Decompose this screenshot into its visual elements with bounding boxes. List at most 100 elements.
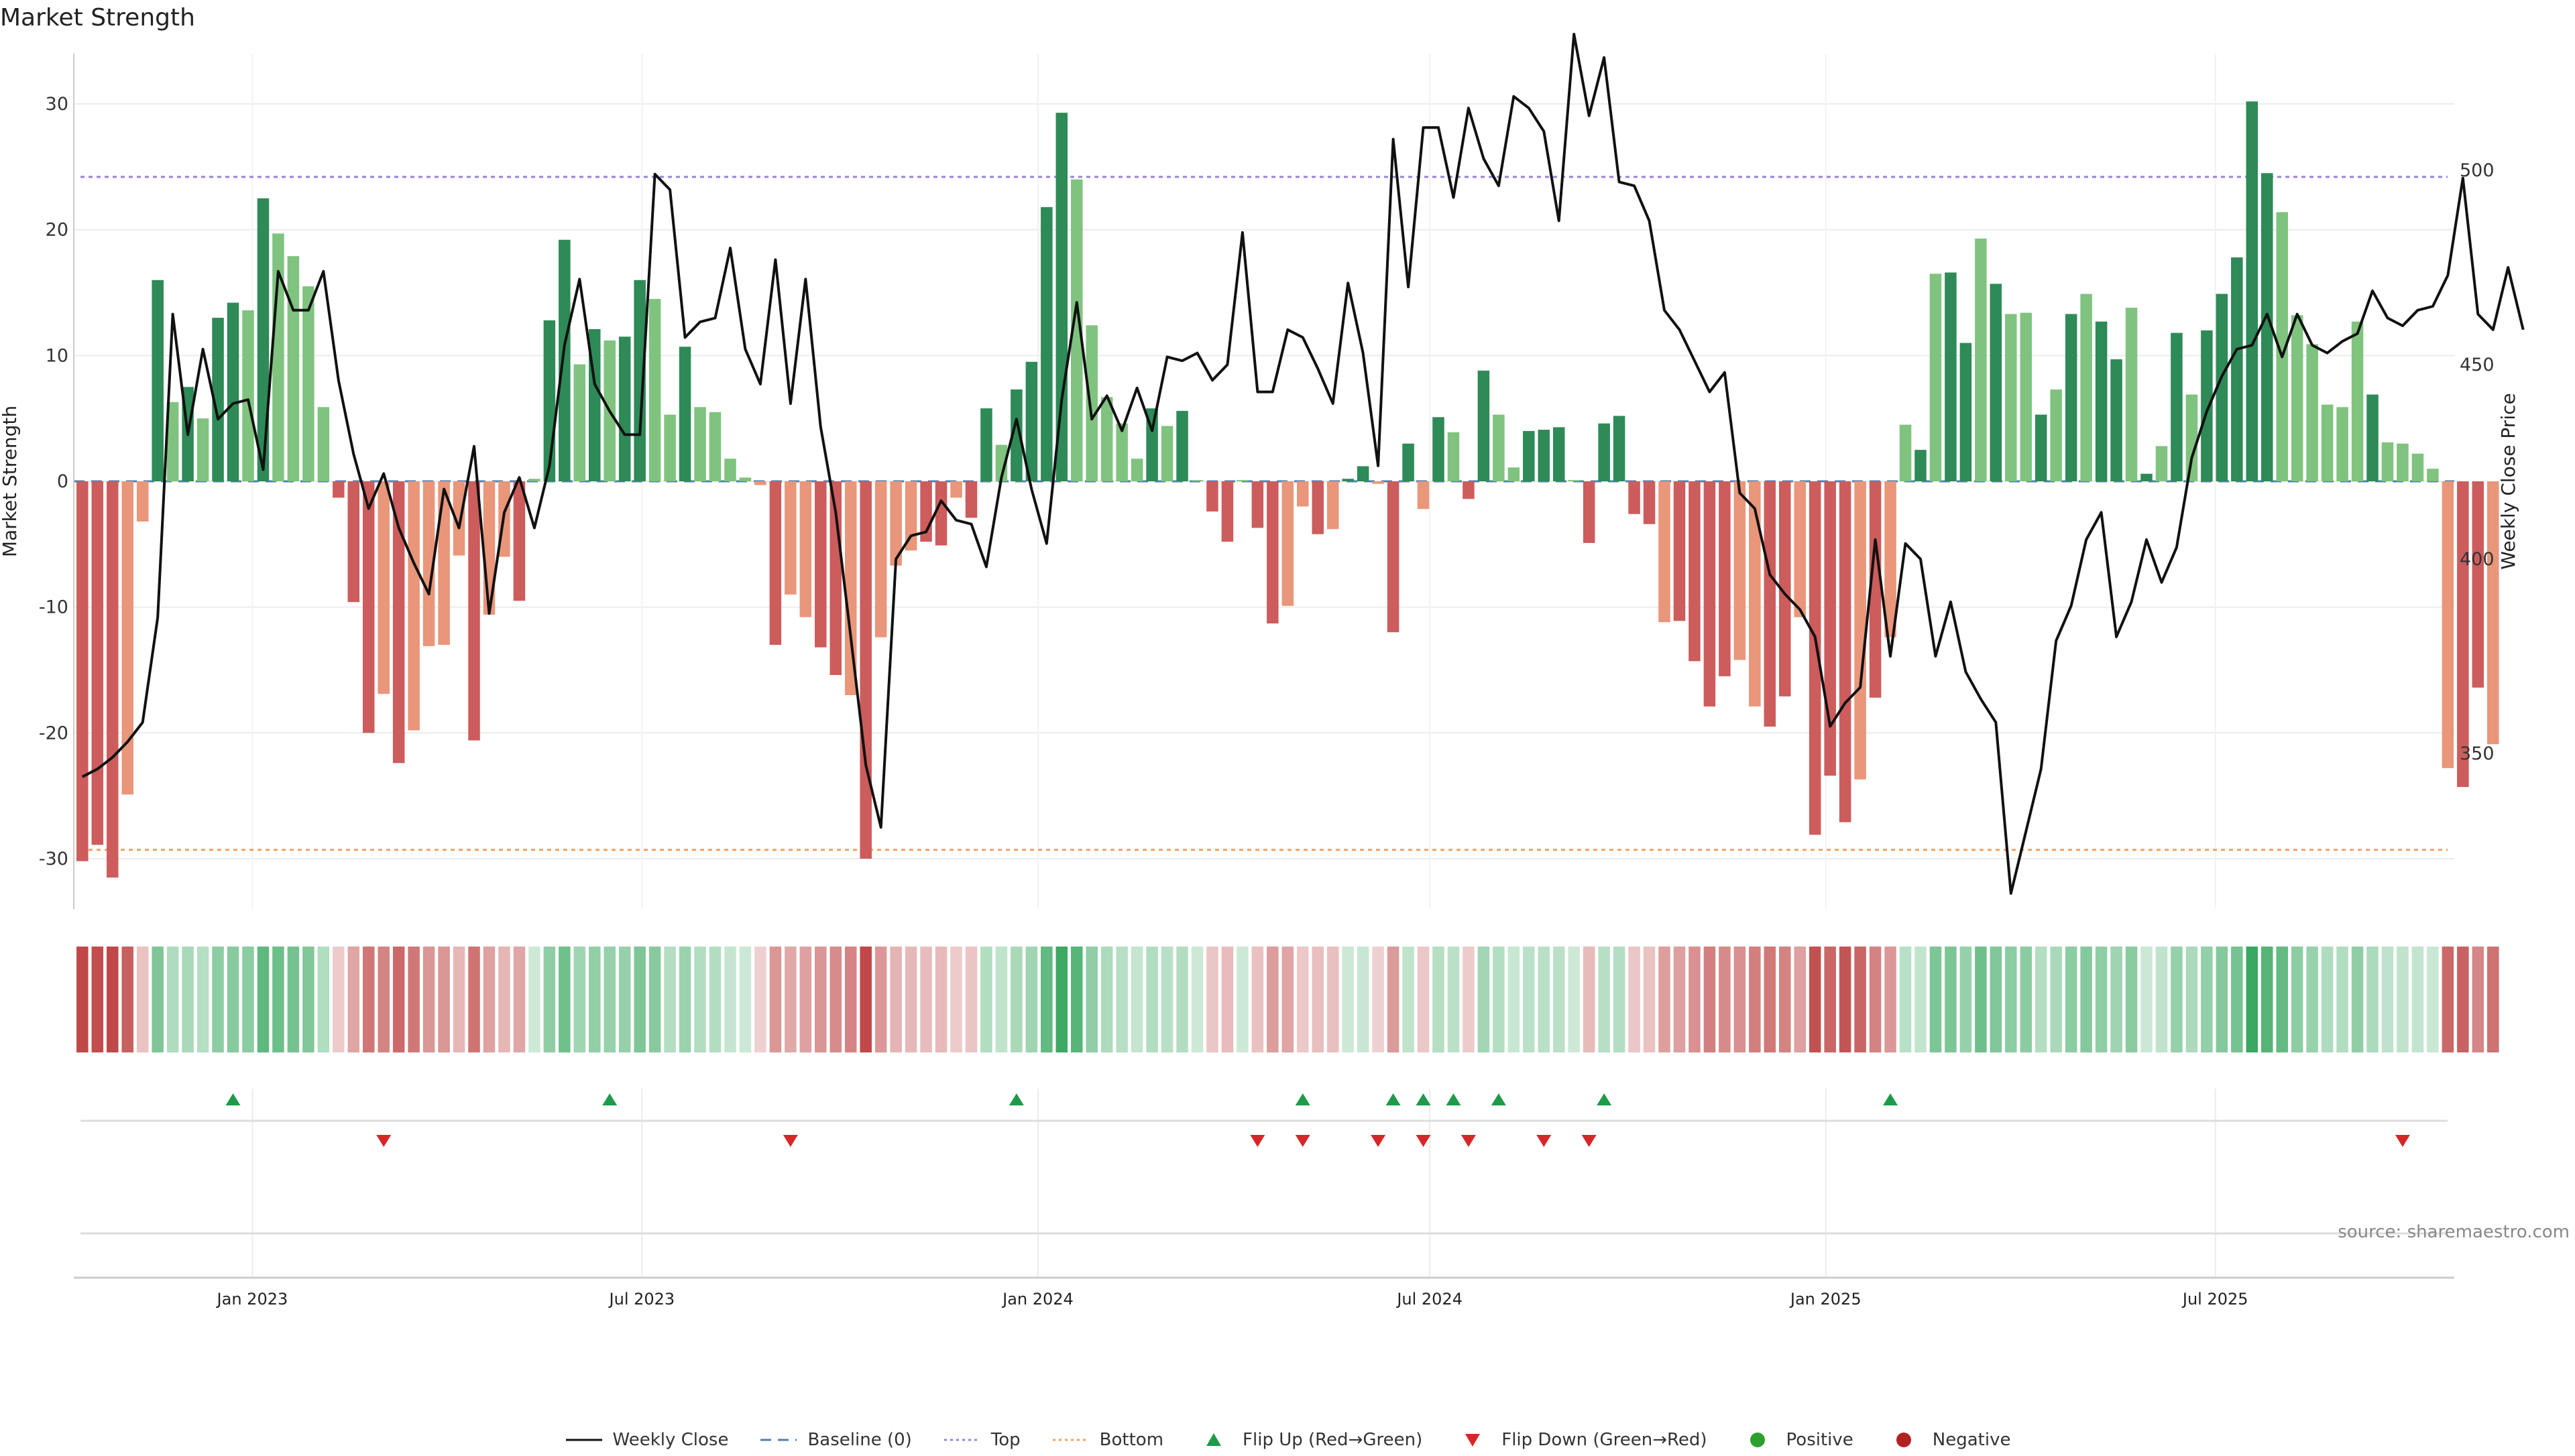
heat-cell — [648, 947, 661, 1052]
heat-cell — [1749, 947, 1761, 1052]
strength-bar — [2231, 257, 2243, 481]
heat-cell — [1839, 947, 1851, 1052]
heat-cell — [1146, 947, 1158, 1052]
heat-cell — [1779, 947, 1791, 1052]
strength-bar — [1312, 481, 1324, 534]
heat-cell — [1011, 947, 1023, 1052]
strength-bar — [1658, 481, 1670, 623]
heat-cell — [2155, 947, 2168, 1052]
heat-cell — [935, 947, 948, 1052]
heat-cell — [739, 947, 752, 1052]
heat-cell — [2095, 947, 2108, 1052]
strength-bar — [408, 481, 420, 731]
heat-cell — [1733, 947, 1746, 1052]
heat-cell — [1673, 947, 1686, 1052]
strength-bar — [1251, 481, 1264, 528]
heat-cell — [1191, 947, 1204, 1052]
strength-bar — [2397, 443, 2409, 481]
strength-bar — [1070, 179, 1083, 481]
strength-bar — [136, 481, 149, 522]
heat-cell — [1719, 947, 1731, 1052]
heat-cell — [573, 947, 586, 1052]
legend-label: Positive — [1786, 1430, 1853, 1450]
price-line-layer — [81, 33, 2525, 895]
legend-label: Flip Up (Red→Green) — [1243, 1430, 1423, 1450]
heat-cell — [769, 947, 782, 1052]
heat-cell — [1070, 947, 1083, 1052]
heat-cell — [1281, 947, 1294, 1052]
heat-cell — [166, 947, 179, 1052]
triangle-down-icon — [1465, 1434, 1481, 1447]
heat-cell — [634, 947, 646, 1052]
heat-cell — [2306, 947, 2318, 1052]
heat-cell — [1975, 947, 1987, 1052]
strength-bar — [1267, 481, 1279, 624]
legend-item-top: Top — [943, 1430, 1021, 1450]
weekly-close-line — [81, 33, 2525, 895]
y-tick-label: -10 — [39, 597, 68, 618]
strength-bar — [453, 481, 465, 556]
heat-cell — [1357, 947, 1369, 1052]
y2-tick-label: 400 — [2460, 549, 2495, 570]
heat-cell — [182, 947, 194, 1052]
heat-cell — [2080, 947, 2092, 1052]
heat-cell — [483, 947, 496, 1052]
strength-bar — [648, 298, 661, 481]
flip-down-marker — [376, 1135, 392, 1147]
heat-cell — [559, 947, 571, 1052]
flip-down-marker — [1371, 1135, 1386, 1147]
legend-label: Bottom — [1099, 1430, 1164, 1450]
strength-bar — [1417, 481, 1430, 509]
strength-bar — [709, 412, 722, 481]
heat-cell — [121, 947, 134, 1052]
heat-cell — [2291, 947, 2303, 1052]
strength-bar — [1357, 466, 1369, 481]
heat-cell — [302, 947, 314, 1052]
heat-cell — [1025, 947, 1038, 1052]
heat-cell — [694, 947, 706, 1052]
strength-bar — [1689, 481, 1701, 662]
y-axis-label: Market Strength — [0, 406, 21, 557]
strength-bar — [1929, 274, 1942, 481]
heat-cell — [664, 947, 676, 1052]
heat-cell — [799, 947, 812, 1052]
strength-bar — [694, 407, 706, 481]
heat-cell — [1945, 947, 1957, 1052]
heat-cell — [815, 947, 827, 1052]
flip-down-marker — [1295, 1135, 1310, 1147]
strength-bar — [739, 477, 752, 481]
heat-cell — [2201, 947, 2213, 1052]
heat-cell — [1884, 947, 1896, 1052]
y-tick-label: -20 — [39, 723, 68, 743]
strength-bar — [257, 198, 270, 481]
heat-cell — [498, 947, 510, 1052]
heat-cell — [2185, 947, 2198, 1052]
heat-cell — [2442, 947, 2454, 1052]
strength-bar — [2171, 332, 2183, 481]
grid-layer — [74, 54, 2454, 1278]
y-tick-label: 30 — [46, 94, 68, 115]
x-tick-label: Jul 2025 — [2181, 1290, 2248, 1309]
heat-cell — [1809, 947, 1821, 1052]
heat-cell — [1267, 947, 1279, 1052]
strength-bar — [1191, 480, 1204, 481]
strength-bar — [317, 407, 330, 481]
strength-bar — [196, 418, 209, 481]
strength-bar — [995, 444, 1008, 481]
strength-bar — [815, 481, 827, 648]
strength-bar — [2005, 314, 2017, 481]
strength-bar — [1959, 343, 1972, 481]
strength-bar — [860, 481, 872, 859]
strength-bar — [1598, 423, 1610, 481]
heat-cell — [1463, 947, 1475, 1052]
heat-cell — [2351, 947, 2364, 1052]
strength-bar — [1884, 481, 1896, 638]
strength-bar — [1854, 481, 1866, 780]
legend-item-bottom: Bottom — [1051, 1430, 1163, 1450]
flip-down-marker — [2395, 1135, 2410, 1147]
flip-down-marker — [1581, 1135, 1597, 1147]
heat-cell — [2020, 947, 2033, 1052]
strength-bar — [1176, 410, 1188, 481]
heat-cell — [1100, 947, 1113, 1052]
heat-cell — [347, 947, 360, 1052]
